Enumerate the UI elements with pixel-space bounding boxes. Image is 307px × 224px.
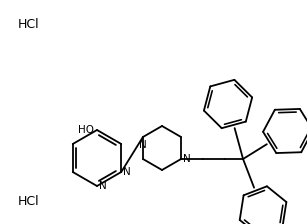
Text: N: N (139, 140, 147, 150)
Text: N: N (123, 167, 131, 177)
Text: N: N (183, 154, 191, 164)
Text: HCl: HCl (18, 18, 40, 31)
Text: HCl: HCl (18, 195, 40, 208)
Text: N: N (99, 181, 107, 191)
Text: HO: HO (78, 125, 94, 135)
